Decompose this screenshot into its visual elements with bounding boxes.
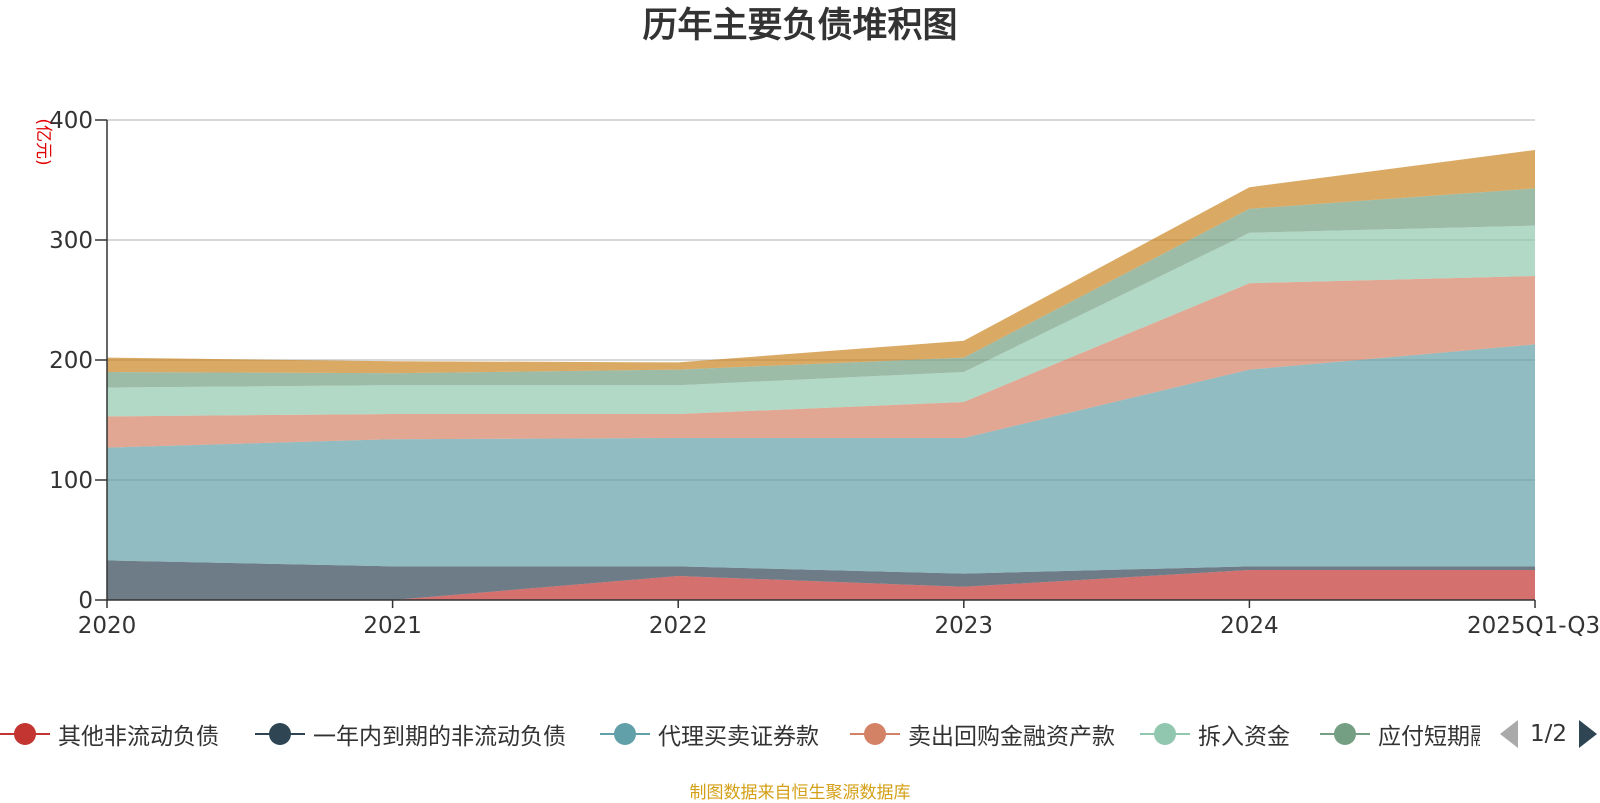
legend-marker-icon [600, 714, 650, 754]
legend-next-page-icon[interactable] [1579, 720, 1598, 748]
y-tick-label: 200 [49, 348, 93, 374]
area-series-1 [107, 570, 1535, 600]
legend-label: 应付短期融资款 [1378, 724, 1480, 750]
legend-marker-icon [850, 714, 900, 754]
area-series-7 [107, 150, 1535, 374]
legend-item[interactable]: 一年内到期的非流动负债 [255, 714, 566, 754]
legend-item[interactable]: 应付短期融资款 [1320, 714, 1480, 754]
y-tick-label: 100 [49, 468, 93, 494]
source-note: 制图数据来自恒生聚源数据库 [689, 783, 911, 803]
y-tick-label: 400 [49, 108, 93, 134]
x-tick-label: 2021 [363, 613, 422, 639]
legend-item[interactable]: 其他非流动负债 [0, 714, 219, 754]
y-tick-label: 0 [78, 588, 93, 614]
x-tick-label: 2022 [649, 613, 708, 639]
y-axis-unit-label: (亿元) [33, 118, 53, 165]
legend-marker-icon [0, 714, 50, 754]
legend-item[interactable]: 代理买卖证券款 [600, 714, 819, 754]
axes: 0 100 200 300 400 2020 2021 2022 2023 2024 2025Q1-… [49, 108, 1600, 639]
legend-prev-page-icon[interactable] [1500, 720, 1518, 748]
legend-label: 代理买卖证券款 [658, 724, 819, 750]
x-tick-label: 2025Q1-Q3 [1467, 613, 1600, 639]
area-series-2 [107, 560, 1535, 600]
legend-marker-icon [1140, 714, 1190, 754]
legend-marker-icon [255, 714, 305, 754]
area-series-3 [107, 344, 1535, 574]
area-series-6 [107, 188, 1535, 388]
legend-page-indicator: 1/2 [1530, 721, 1568, 747]
legend-item[interactable]: 拆入资金 [1140, 714, 1290, 754]
legend-marker-icon [1320, 714, 1370, 754]
legend-items: 其他非流动负债 一年内到期的非流动负债 代理买卖证券款 卖出回购金融资产款 拆入资金 应付… [0, 714, 1480, 754]
legend-item[interactable]: 卖出回购金融资产款 [850, 714, 1115, 754]
area-series [107, 150, 1535, 600]
area-series-4 [107, 276, 1535, 448]
legend-label: 一年内到期的非流动负债 [313, 724, 566, 750]
area-series-5 [107, 225, 1535, 417]
chart-title: 历年主要负债堆积图 [642, 6, 958, 46]
x-tick-label: 2023 [935, 613, 994, 639]
legend-pager: 1/2 [1500, 714, 1598, 754]
legend-label: 卖出回购金融资产款 [908, 724, 1115, 750]
y-tick-label: 300 [49, 228, 93, 254]
legend: 其他非流动负债 一年内到期的非流动负债 代理买卖证券款 卖出回购金融资产款 拆入资金 应付… [0, 714, 1600, 754]
legend-label: 其他非流动负债 [58, 724, 219, 750]
stacked-area-chart: 0 100 200 300 400 2020 2021 2022 2023 2024 2025Q1-… [33, 108, 1600, 639]
x-tick-label: 2020 [78, 613, 137, 639]
x-tick-label: 2024 [1220, 613, 1279, 639]
legend-label: 拆入资金 [1198, 724, 1290, 750]
